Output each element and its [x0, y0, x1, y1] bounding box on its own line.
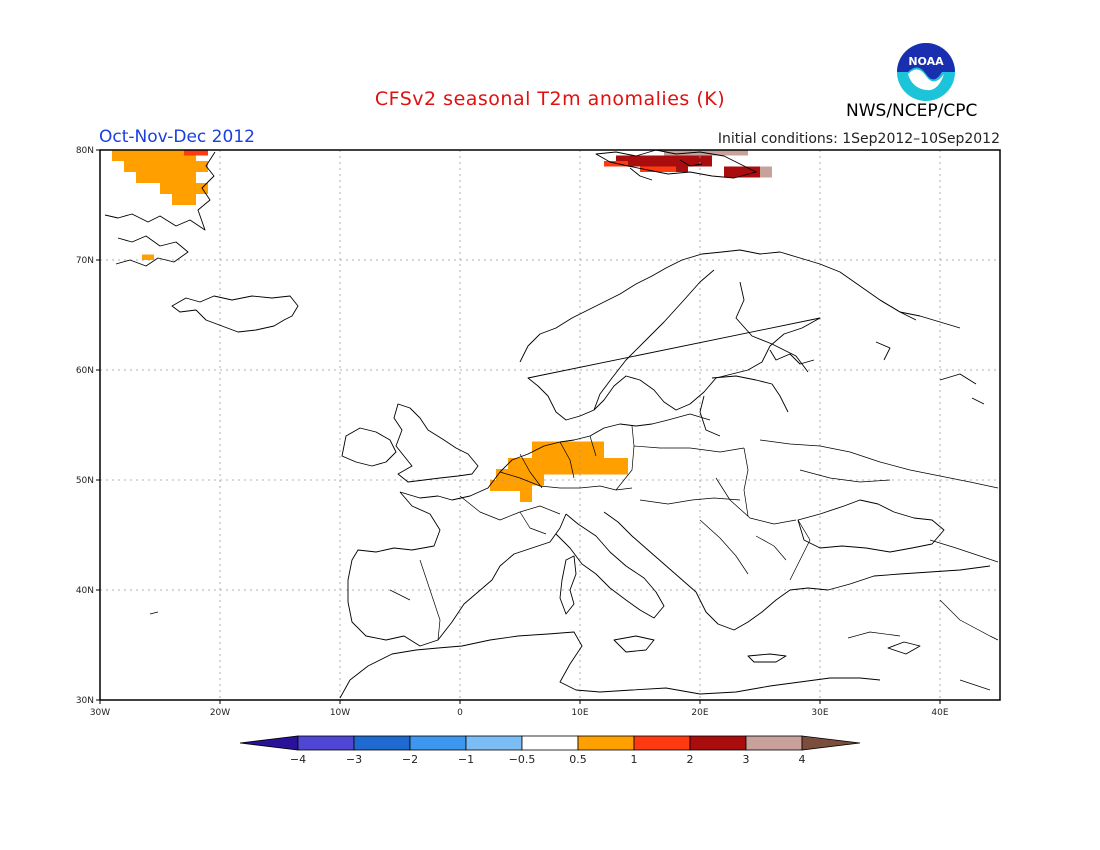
colorbar-bin	[689, 735, 747, 751]
finland-border	[735, 281, 809, 373]
colorbar-bin	[297, 735, 355, 751]
lon-tick-label: 20E	[691, 708, 708, 718]
lat-tick-label: 50N	[76, 476, 94, 486]
anomaly-cell	[724, 166, 760, 178]
country-borders	[389, 425, 811, 641]
colorbar-bin	[577, 735, 635, 751]
anomaly-cell	[640, 166, 676, 172]
colorbar: −4 −3 −2 −1 −0.5 0.5 1 2 3 4	[239, 735, 861, 766]
black-sea-coast	[797, 499, 945, 553]
greenland-coast	[104, 151, 216, 231]
map-title: CFSv2 seasonal T2m anomalies (K)	[374, 88, 726, 110]
anomaly-cells	[112, 150, 772, 502]
greenland-coast-south	[115, 235, 189, 267]
lon-tick-label: 20W	[210, 708, 230, 718]
forecast-period: Oct-Nov-Dec 2012	[99, 127, 255, 147]
norway-sweden-border	[593, 269, 715, 411]
anomaly-cell	[112, 150, 196, 161]
coastlines	[104, 149, 999, 699]
anomaly-cell	[160, 183, 208, 194]
colorbar-bin	[353, 735, 411, 751]
colorbar-label: 1	[631, 753, 638, 766]
sicily	[613, 635, 655, 653]
lat-tick-label: 80N	[76, 146, 94, 156]
cyprus	[887, 641, 921, 655]
anomaly-cell	[616, 155, 712, 167]
grid-lines	[100, 150, 1000, 700]
north-africa-coast	[339, 631, 881, 699]
anomaly-cell	[490, 480, 532, 491]
agency-label: NWS/NCEP/CPC	[846, 101, 978, 121]
ireland-coast	[341, 427, 397, 467]
svalbard-fjords	[629, 159, 703, 181]
colorbar-label: −4	[290, 753, 306, 766]
colorbar-label: 3	[743, 753, 750, 766]
azores-island	[149, 611, 159, 615]
anomaly-cell	[532, 441, 604, 458]
iceland-coast	[171, 295, 299, 333]
lon-tick-label: 10E	[571, 708, 588, 718]
colorbar-label: 0.5	[569, 753, 587, 766]
initial-conditions: Initial conditions: 1Sep2012–10Sep2012	[717, 131, 1000, 147]
crete	[747, 653, 787, 663]
colorbar-label: 2	[687, 753, 694, 766]
lon-tick-label: 30W	[90, 708, 110, 718]
logo-text: NOAA	[908, 55, 944, 68]
finland-lakes	[769, 341, 891, 365]
scandinavia-coast	[519, 249, 917, 421]
biscay-iberia-coast	[347, 491, 567, 647]
lat-tick-label: 70N	[76, 256, 94, 266]
lon-tick-label: 40E	[931, 708, 948, 718]
colorbar-bin	[409, 735, 467, 751]
lat-tick-label: 30N	[76, 696, 94, 706]
lon-tick-label: 10W	[330, 708, 350, 718]
colorbar-bin	[239, 735, 299, 751]
colorbar-label: −3	[346, 753, 362, 766]
lon-tick-label: 0	[457, 708, 463, 718]
colorbar-bin	[521, 735, 579, 751]
anomaly-cell	[520, 491, 532, 502]
svalbard-coast	[595, 149, 757, 179]
anomaly-cell	[124, 161, 208, 172]
russia-coast	[879, 299, 985, 405]
colorbar-bin	[633, 735, 691, 751]
western-europe-coast	[399, 413, 711, 501]
colorbar-bin	[465, 735, 523, 751]
colorbar-bin	[745, 735, 803, 751]
adriatic-balkan-coast	[603, 511, 991, 631]
colorbar-bin	[801, 735, 861, 751]
colorbar-label: −1	[458, 753, 474, 766]
baltic-coast	[699, 375, 789, 437]
colorbar-label: 4	[799, 753, 806, 766]
anomaly-cell	[184, 150, 208, 156]
lat-tick-label: 40N	[76, 586, 94, 596]
noaa-logo: NOAA	[895, 41, 957, 103]
eastern-borders	[759, 439, 999, 691]
great-britain-coast	[393, 403, 479, 483]
corsica-sardinia	[559, 555, 577, 615]
anomaly-cell	[136, 172, 196, 183]
colorbar-label: −0.5	[509, 753, 536, 766]
lat-tick-label: 60N	[76, 366, 94, 376]
colorbar-label: −2	[402, 753, 418, 766]
anomaly-cell	[760, 166, 772, 178]
italy-coast	[555, 513, 665, 619]
axis-ticks: 80N 70N 60N 50N 40N 30N 30W 20W 10W 0 10E 20E 30E 40E	[76, 146, 949, 718]
map-frame	[99, 149, 1001, 701]
anomaly-cell	[142, 254, 154, 260]
lon-tick-label: 30E	[811, 708, 828, 718]
anomaly-cell	[172, 194, 196, 205]
